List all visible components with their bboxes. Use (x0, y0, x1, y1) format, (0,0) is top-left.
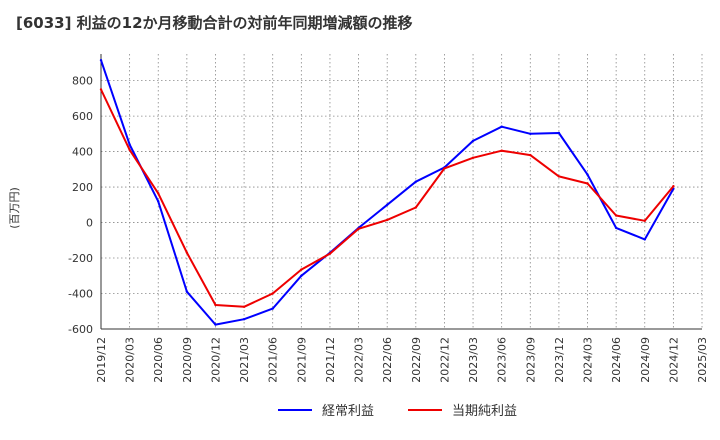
data-point-net-profit (614, 214, 618, 217)
legend-item-net-profit: 当期純利益 (408, 400, 517, 419)
x-tick-label: 2024/03 (582, 337, 595, 383)
y-tick-label: 0 (86, 217, 93, 230)
data-point-ordinary-profit (214, 323, 217, 326)
y-tick-label: -600 (68, 323, 93, 336)
x-tick-label: 2021/03 (238, 337, 251, 383)
data-point-net-profit (214, 303, 217, 307)
data-point-net-profit (414, 206, 417, 209)
data-point-net-profit (99, 88, 103, 91)
data-point-net-profit (185, 251, 189, 254)
data-point-net-profit (672, 185, 675, 188)
data-point-net-profit (443, 167, 446, 170)
x-tick-label: 2023/06 (496, 337, 509, 383)
data-point-net-profit (557, 175, 561, 178)
x-tick-label: 2024/06 (610, 337, 623, 383)
x-tick-label: 2019/12 (95, 337, 108, 383)
data-point-net-profit (271, 292, 274, 295)
data-point-net-profit (471, 156, 475, 159)
x-tick-label: 2020/03 (124, 337, 137, 383)
data-point-ordinary-profit (128, 143, 131, 146)
data-point-ordinary-profit (271, 307, 274, 310)
y-tick-label: 600 (72, 110, 93, 123)
legend-label-ordinary-profit: 経常利益 (322, 404, 375, 419)
x-tick-label: 2022/06 (381, 337, 394, 383)
data-point-ordinary-profit (586, 173, 589, 176)
x-tick-label: 2023/03 (467, 337, 480, 383)
chart-title: [6033] 利益の12か月移動合計の対前年同期増減額の推移 (16, 14, 413, 32)
x-tick-label: 2022/09 (410, 337, 423, 383)
data-point-ordinary-profit (500, 125, 503, 128)
data-point-net-profit (157, 192, 160, 195)
data-point-ordinary-profit (614, 226, 618, 230)
data-point-net-profit (357, 227, 360, 230)
data-point-net-profit (128, 148, 131, 151)
data-point-ordinary-profit (414, 180, 417, 183)
chart-legend: 経常利益 当期純利益 (0, 400, 720, 428)
data-point-net-profit (300, 268, 303, 271)
y-tick-label: -400 (68, 288, 93, 301)
y-tick-label: 400 (72, 146, 93, 159)
data-point-net-profit (586, 182, 589, 185)
data-point-ordinary-profit (386, 203, 389, 206)
x-tick-label: 2025/03 (696, 337, 709, 383)
x-tick-label: 2020/06 (152, 337, 165, 383)
data-point-net-profit (242, 305, 246, 308)
y-tick-label: -200 (68, 252, 93, 265)
x-tick-label: 2020/09 (181, 337, 194, 383)
data-point-net-profit (500, 149, 503, 152)
y-tick-label: 200 (72, 181, 93, 194)
data-point-net-profit (529, 153, 532, 157)
x-tick-label: 2022/03 (353, 337, 366, 383)
legend-label-net-profit: 当期純利益 (452, 404, 518, 419)
data-point-ordinary-profit (157, 200, 160, 203)
data-point-ordinary-profit (99, 59, 103, 62)
x-tick-label: 2024/12 (667, 337, 680, 383)
data-point-net-profit (328, 252, 332, 255)
data-point-ordinary-profit (529, 132, 532, 135)
x-tick-label: 2023/12 (553, 337, 566, 383)
x-tick-label: 2021/06 (267, 337, 280, 383)
legend-item-ordinary-profit: 経常利益 (278, 400, 374, 419)
x-tick-label: 2024/09 (639, 337, 652, 383)
x-tick-label: 2023/09 (524, 337, 537, 383)
data-point-ordinary-profit (557, 131, 561, 135)
y-tick-label: 800 (72, 75, 93, 88)
plot-area (101, 54, 702, 329)
data-point-ordinary-profit (300, 274, 303, 277)
data-point-net-profit (643, 219, 646, 222)
x-tick-label: 2020/12 (209, 337, 222, 383)
x-tick-label: 2021/12 (324, 337, 337, 383)
x-tick-label: 2022/12 (438, 337, 451, 383)
legend-line-net-profit (408, 408, 442, 411)
data-point-ordinary-profit (242, 318, 246, 321)
data-point-ordinary-profit (643, 238, 646, 241)
x-tick-label: 2021/09 (295, 337, 308, 383)
data-point-ordinary-profit (471, 139, 475, 143)
legend-line-ordinary-profit (278, 408, 312, 411)
data-point-net-profit (386, 218, 389, 222)
data-point-ordinary-profit (185, 290, 189, 293)
